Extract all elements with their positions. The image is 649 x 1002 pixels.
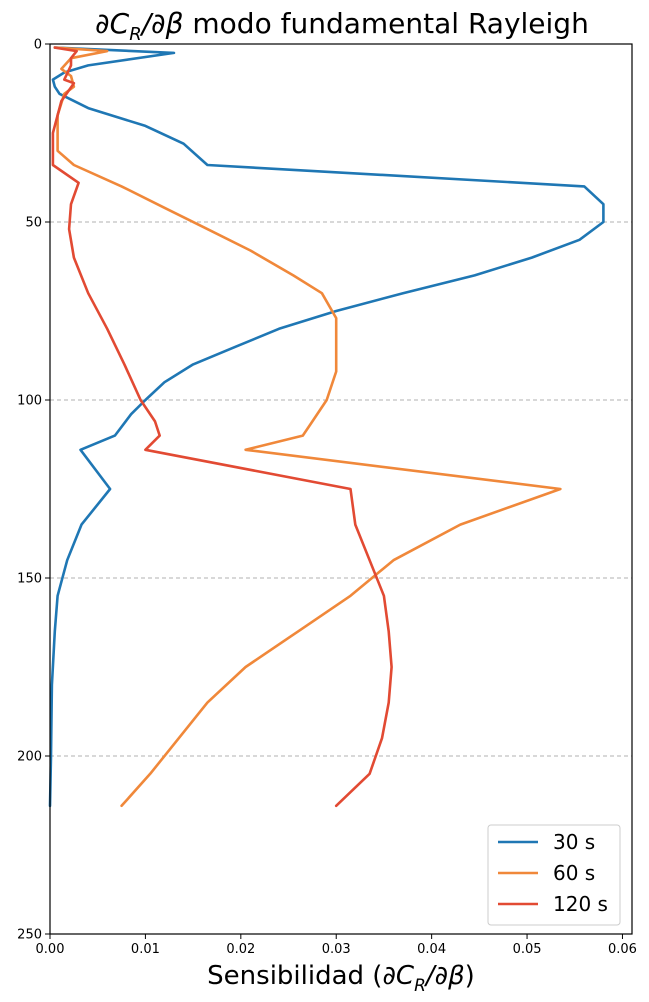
y-tick-label: 100: [17, 394, 42, 409]
x-tick-label: 0.06: [608, 942, 637, 957]
x-tick-label: 0.03: [322, 942, 351, 957]
y-tick-label: 50: [25, 216, 42, 231]
y-tick-label: 150: [17, 572, 42, 587]
chart-title: ∂CR/∂β modo fundamental Rayleigh: [95, 7, 589, 45]
x-tick-label: 0.05: [513, 942, 542, 957]
grid-lines: [50, 221, 632, 757]
legend-label: 30 s: [553, 830, 595, 854]
series-line-30s: [48, 46, 605, 808]
y-tick-label: 200: [17, 750, 42, 765]
legend-label: 60 s: [553, 861, 595, 885]
series-line-120s: [51, 46, 393, 808]
series-lines: [48, 46, 605, 808]
x-tick-label: 0.00: [36, 942, 65, 957]
y-tick-label: 250: [17, 928, 42, 943]
legend-label: 120 s: [553, 892, 608, 916]
x-tick-label: 0.02: [226, 942, 255, 957]
y-tick-label: 0: [34, 38, 42, 53]
x-tick-label: 0.04: [417, 942, 446, 957]
plot-area-frame: [49, 43, 633, 935]
x-tick-label: 0.01: [131, 942, 160, 957]
legend-box: [487, 824, 621, 926]
legend: 30 s 60 s 120 s: [487, 824, 621, 926]
series-line-60s: [53, 46, 562, 808]
x-axis-label: Sensibilidad (∂CR/∂β): [207, 961, 475, 996]
axis-ticks: 0.00 0.01 0.02 0.03 0.04 0.05 0.06 0 50 100 150 200…: [17, 38, 637, 958]
